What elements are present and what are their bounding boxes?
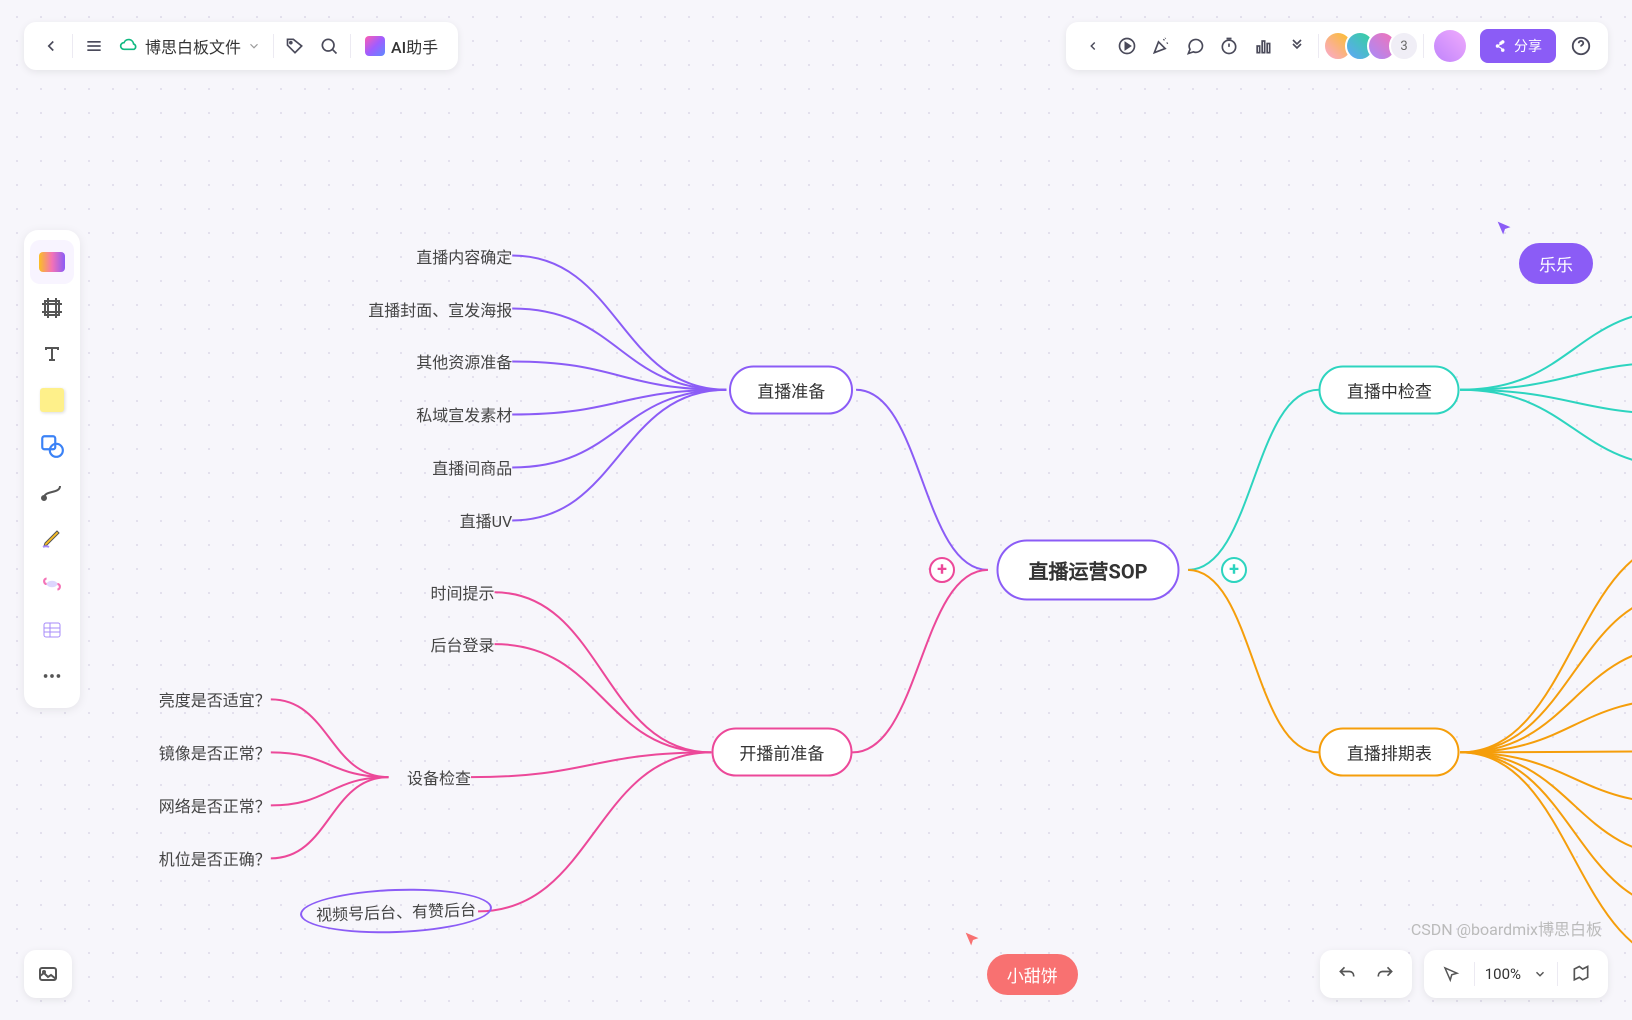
mindmap-leaf[interactable]: 直播UV	[460, 508, 513, 532]
mindmap-leaf[interactable]: 直播内容确定	[416, 244, 512, 268]
mindmap-leaf[interactable]: 网络是否正常？	[159, 793, 271, 817]
mindmap-leaf[interactable]: 设备检查	[407, 765, 471, 789]
collaborator-cursor-label: 小甜饼	[987, 954, 1078, 995]
mindmap-leaf[interactable]: 其他资源准备	[416, 349, 512, 373]
mindmap-circled-note[interactable]: 视频号后台、有赞后台	[299, 886, 492, 937]
canvas[interactable]: 直播运营SOP 直播准备开播前准备 直播中检查直播排期表 + + 直播内容确定直播封面、宣…	[0, 0, 1632, 1020]
mindmap-leaf[interactable]: 亮度是否适宜？	[159, 687, 271, 711]
mindmap-node[interactable]: 直播运营SOP	[997, 539, 1180, 600]
mindmap-leaf[interactable]: 私域宣发素材	[416, 402, 512, 426]
mindmap-leaf[interactable]: 直播间商品	[432, 455, 512, 479]
collaborator-cursor-label: 乐乐	[1519, 243, 1593, 284]
mindmap-node[interactable]: 直播排期表	[1319, 728, 1460, 777]
add-branch-button[interactable]: +	[929, 557, 955, 583]
mindmap-node[interactable]: 直播准备	[729, 365, 853, 414]
mindmap-node[interactable]: 开播前准备	[711, 728, 852, 777]
mindmap-leaf[interactable]: 直播封面、宣发海报	[368, 297, 512, 321]
collaborator-cursor-icon	[1494, 218, 1516, 240]
mindmap-leaf[interactable]: 机位是否正确？	[159, 846, 271, 870]
collaborator-cursor-icon	[962, 929, 984, 951]
mindmap-node[interactable]: 直播中检查	[1319, 365, 1460, 414]
mindmap-leaf[interactable]: 时间提示	[431, 580, 495, 604]
mindmap-leaf[interactable]: 后台登录	[431, 632, 495, 656]
watermark: CSDN @boardmix博思白板	[1411, 916, 1602, 940]
mindmap-leaf[interactable]: 镜像是否正常？	[159, 740, 271, 764]
add-branch-button[interactable]: +	[1221, 557, 1247, 583]
